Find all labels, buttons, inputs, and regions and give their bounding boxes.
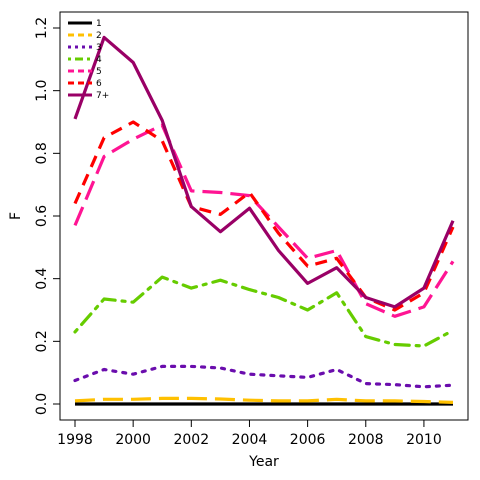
y-tick-label: 1.0 bbox=[34, 80, 50, 102]
series-line-6 bbox=[73, 120, 455, 312]
x-tick-label: 2008 bbox=[348, 432, 384, 448]
y-tick-label: 0.4 bbox=[34, 267, 50, 289]
y-tick-label: 0.0 bbox=[34, 393, 50, 415]
legend-label: 1 bbox=[96, 19, 102, 29]
plot-frame bbox=[59, 11, 469, 421]
y-tick-label: 1.2 bbox=[34, 17, 50, 39]
legend-label: 3 bbox=[96, 43, 102, 53]
x-tick-label: 2002 bbox=[173, 432, 209, 448]
y-axis: 0.0 0.2 0.4 0.6 0.8 1.0 1.2 bbox=[34, 17, 60, 415]
y-tick-label: 0.2 bbox=[34, 330, 50, 352]
x-tick-label: 1998 bbox=[57, 432, 93, 448]
x-tick-label: 2010 bbox=[406, 432, 442, 448]
legend: 1 2 3 4 5 6 7+ bbox=[68, 19, 109, 101]
y-tick-label: 0.6 bbox=[34, 205, 50, 227]
x-tick-label: 2006 bbox=[290, 432, 326, 448]
x-axis-title: Year bbox=[248, 454, 279, 470]
series-layer bbox=[73, 35, 455, 406]
series-line-5 bbox=[73, 123, 455, 318]
legend-label: 7+ bbox=[96, 91, 109, 101]
legend-label: 5 bbox=[96, 67, 102, 77]
y-axis-title: F bbox=[8, 212, 24, 220]
legend-label: 6 bbox=[96, 79, 102, 89]
legend-label: 4 bbox=[96, 55, 102, 65]
series-line-4 bbox=[73, 275, 455, 348]
series-line-3 bbox=[73, 364, 455, 389]
x-axis: 1998 2000 2002 2004 2006 2008 2010 bbox=[57, 420, 442, 448]
series-line-2 bbox=[74, 396, 454, 404]
x-tick-label: 2004 bbox=[232, 432, 268, 448]
x-tick-label: 2000 bbox=[115, 432, 151, 448]
series-line-7plus bbox=[73, 35, 455, 309]
y-tick-label: 0.8 bbox=[34, 142, 50, 164]
legend-label: 2 bbox=[96, 31, 102, 41]
